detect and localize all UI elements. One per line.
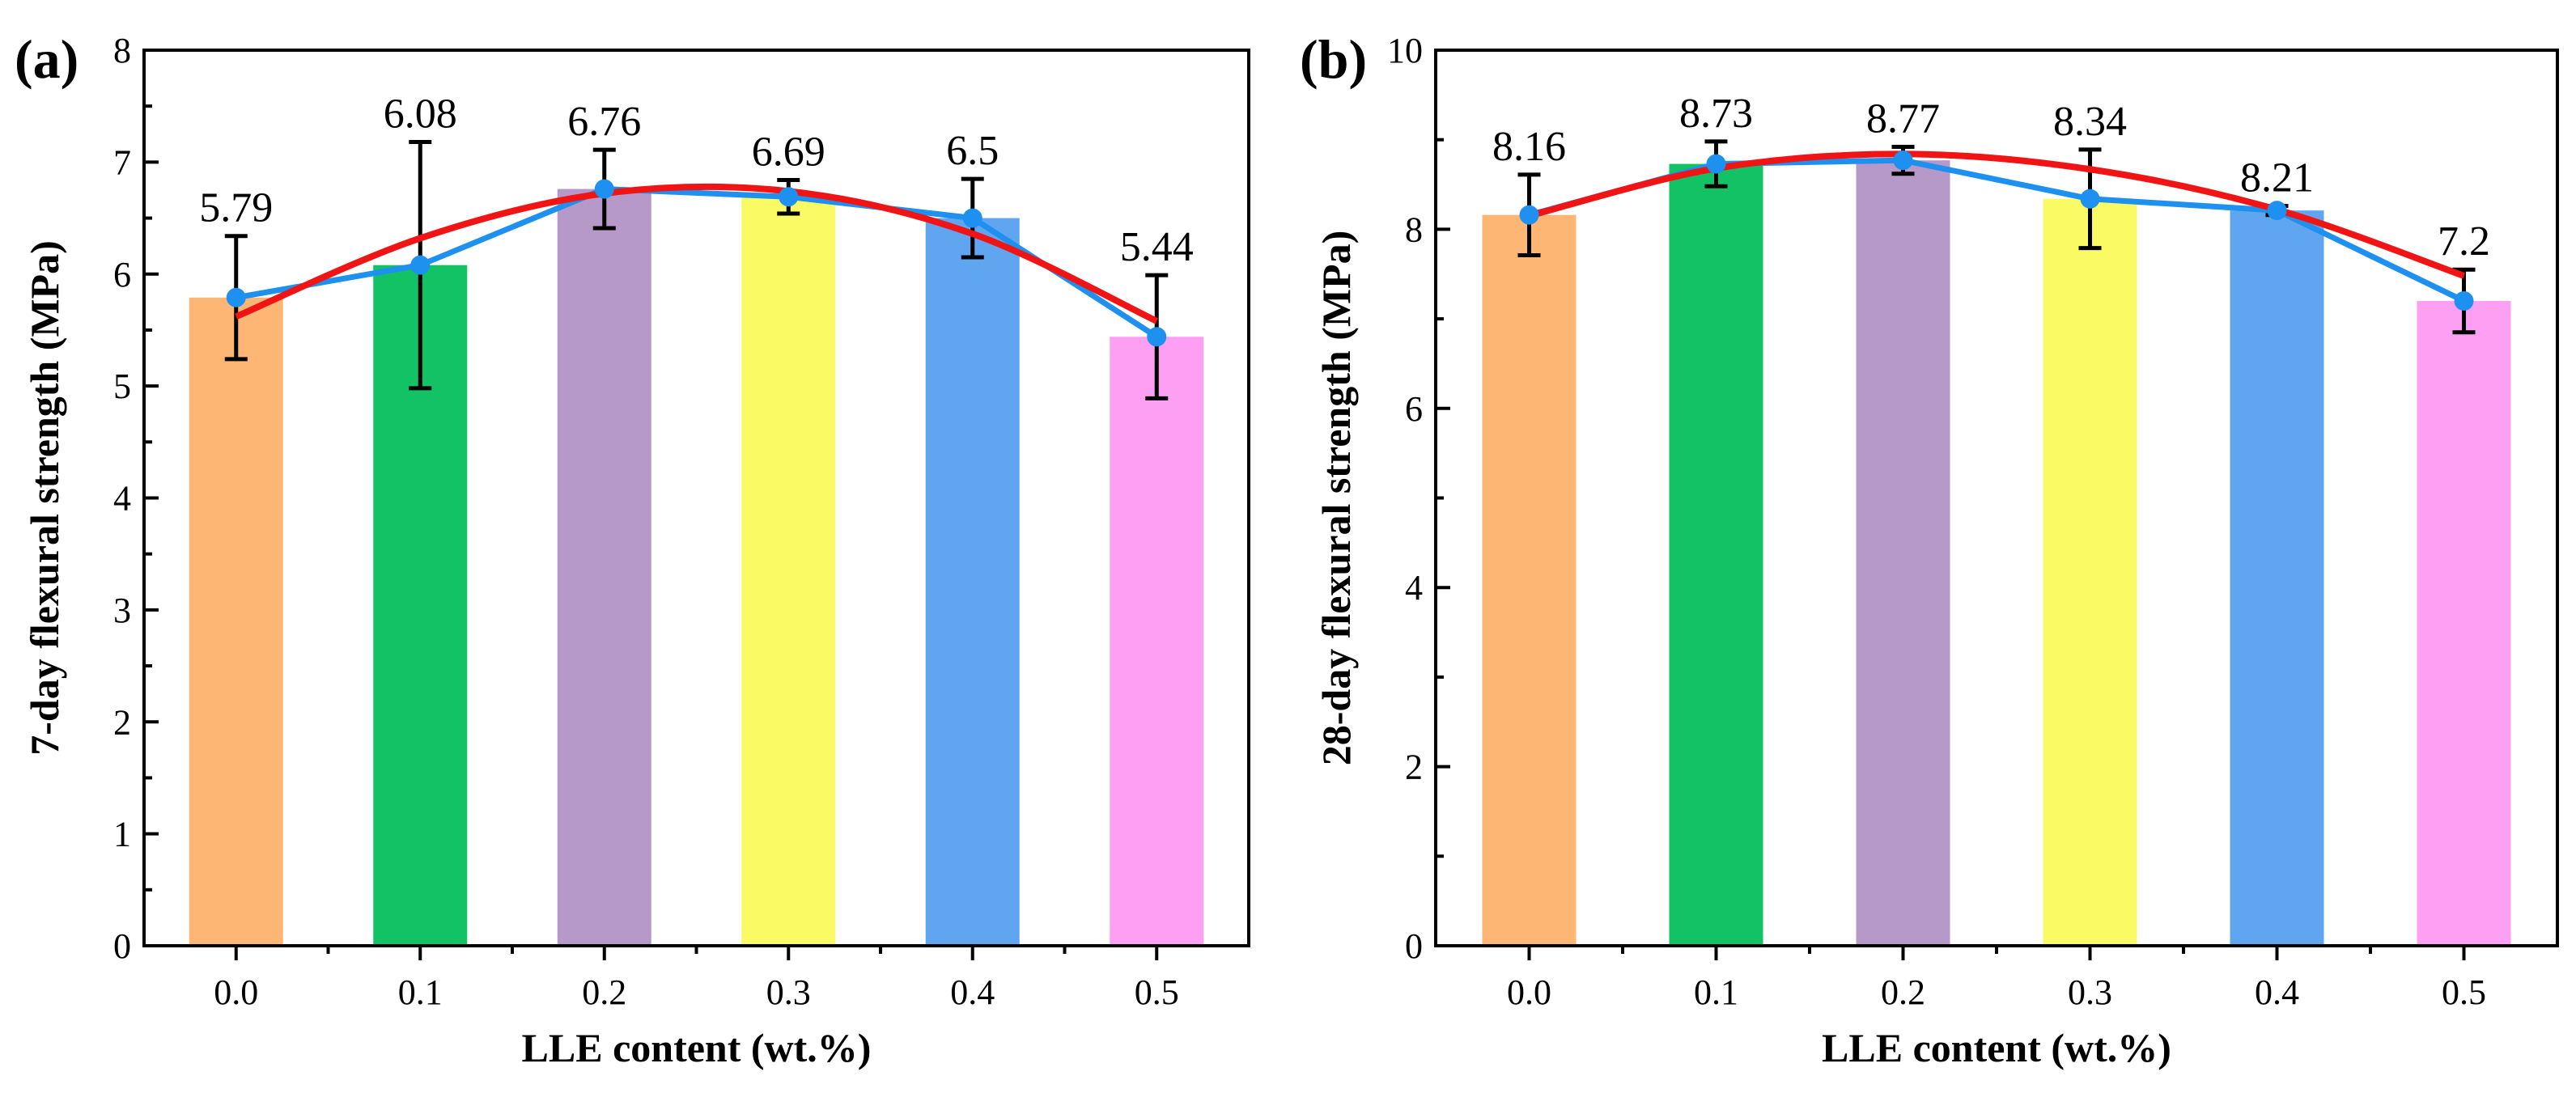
value-label-0.4: 8.21 [2240, 155, 2314, 201]
mean-point-0.0 [1519, 205, 1539, 225]
panel-a-bars [189, 189, 1204, 947]
x-tick-label: 0.3 [2068, 972, 2112, 1012]
y-tick-label: 2 [113, 702, 131, 742]
x-tick-label: 0.5 [2442, 972, 2486, 1012]
value-label-0.3: 6.69 [752, 129, 825, 176]
panel-a-fit-curve [235, 183, 1158, 324]
y-tick-label: 7 [113, 142, 131, 182]
bar-0.4 [925, 218, 1020, 946]
mean-point-0.0 [226, 287, 246, 307]
value-label-0.5: 7.2 [2438, 218, 2490, 265]
mean-point-0.5 [1147, 327, 1167, 347]
panel-a-x-ticks: 0.0 0.1 0.2 0.3 0.4 0.5 [214, 946, 1179, 1012]
panel-a-x-axis-title: LLE content (wt.%) [522, 1025, 872, 1070]
y-tick-label: 2 [1405, 748, 1423, 787]
panel-a-y-axis-title: 7-day flexural strength (MPa) [22, 240, 67, 755]
bar-0.0 [189, 297, 283, 947]
x-tick-label: 0.4 [950, 972, 995, 1012]
panel-a-mean-points [226, 179, 1167, 347]
panel-a-mean-line [236, 186, 1159, 340]
bar-0.5 [1110, 337, 1204, 946]
panel-a: (a) 5.79 6.08 6.76 6.69 6.5 5.44 0 1 2 3 4 5 6 7 8 0.… [15, 28, 1250, 1070]
mean-point-0.3 [2080, 189, 2100, 209]
y-tick-label: 0 [113, 926, 131, 966]
x-tick-label: 0.1 [1694, 972, 1738, 1012]
value-label-0.1: 8.73 [1679, 91, 1753, 137]
bar-0.3 [741, 197, 836, 947]
panel-a-error-bars [224, 139, 1169, 400]
bar-0.0 [1482, 214, 1577, 946]
value-label-0.4: 6.5 [946, 128, 999, 174]
panel-b-x-ticks: 0.0 0.1 0.2 0.3 0.4 0.5 [1507, 946, 2486, 1012]
panel-a-letter: (a) [15, 28, 79, 90]
panel-b-mean-points [1519, 150, 2474, 311]
panel-b-y-ticks: 0 2 4 6 8 10 [1387, 31, 1450, 966]
value-label-0.1: 6.08 [384, 91, 457, 137]
panel-a-y-ticks: 0 1 2 3 4 5 6 7 8 [113, 31, 159, 966]
value-label-0.3: 8.34 [2053, 99, 2127, 145]
bar-0.2 [1856, 160, 1950, 946]
value-label-0.2: 8.77 [1866, 96, 1940, 142]
panel-b-fit-curve [1528, 150, 2465, 279]
panel-b-plot-frame [1434, 49, 2559, 947]
x-tick-label: 0.4 [2255, 972, 2299, 1012]
x-tick-label: 0.0 [1507, 972, 1551, 1012]
mean-point-0.3 [779, 187, 799, 207]
y-tick-label: 4 [1405, 568, 1423, 608]
x-tick-label: 0.2 [582, 972, 626, 1012]
y-tick-label: 0 [1405, 926, 1423, 966]
y-tick-label: 8 [1405, 210, 1423, 249]
mean-point-0.2 [1893, 150, 1913, 171]
bar-0.2 [557, 189, 651, 946]
y-tick-label: 8 [113, 31, 131, 70]
x-tick-label: 0.0 [214, 972, 258, 1012]
mean-point-0.4 [2267, 201, 2287, 221]
panel-b-value-labels: 8.16 8.73 8.77 8.34 8.21 7.2 [1492, 91, 2490, 265]
bar-0.1 [1669, 163, 1763, 947]
x-tick-label: 0.1 [398, 972, 443, 1012]
mean-point-0.2 [594, 179, 614, 199]
y-tick-label: 3 [113, 591, 131, 630]
y-tick-label: 6 [1405, 389, 1423, 429]
bar-0.4 [2230, 210, 2324, 946]
x-tick-label: 0.2 [1881, 972, 1925, 1012]
bar-0.5 [2417, 300, 2511, 947]
bar-0.3 [2043, 198, 2137, 947]
value-label-0.0: 8.16 [1492, 124, 1566, 170]
mean-point-0.1 [410, 255, 431, 275]
x-tick-label: 0.3 [766, 972, 811, 1012]
y-tick-label: 4 [113, 479, 131, 519]
y-tick-label: 10 [1387, 31, 1423, 70]
panel-b-letter: (b) [1300, 28, 1367, 90]
mean-point-0.5 [2454, 290, 2474, 311]
y-tick-label: 6 [113, 255, 131, 294]
panel-b-bars [1482, 160, 2511, 947]
value-label-0.5: 5.44 [1120, 224, 1194, 270]
panel-b-x-axis-title: LLE content (wt.%) [1822, 1025, 2171, 1070]
mean-point-0.4 [962, 208, 982, 228]
value-label-0.0: 5.79 [199, 185, 273, 231]
y-tick-label: 5 [113, 366, 131, 406]
panel-a-value-labels: 5.79 6.08 6.76 6.69 6.5 5.44 [199, 91, 1194, 270]
y-tick-label: 1 [113, 815, 131, 854]
value-label-0.2: 6.76 [567, 99, 641, 145]
mean-point-0.1 [1706, 154, 1726, 174]
panel-b-y-axis-title: 28-day flexural strength (MPa) [1313, 231, 1359, 765]
x-tick-label: 0.5 [1135, 972, 1179, 1012]
